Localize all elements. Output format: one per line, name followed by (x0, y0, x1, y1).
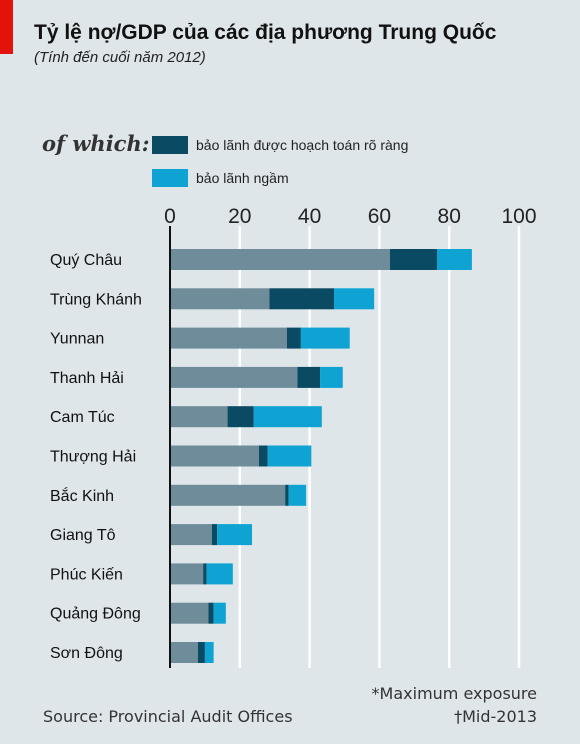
legend-item-explicit: bảo lãnh được hoạch toán rõ ràng (152, 135, 408, 155)
category-label: Trùng Khánh (50, 291, 142, 308)
legend-swatch-explicit (152, 136, 188, 154)
bar-segment (208, 602, 214, 624)
legend-prefix: of which: (42, 131, 150, 156)
bar-segment (170, 366, 298, 388)
bar-segment (217, 524, 253, 546)
bar-segment (170, 642, 198, 663)
bar-segment (170, 406, 228, 428)
x-tick-label: 60 (368, 205, 391, 228)
category-label: Bắc Kinh (50, 486, 114, 505)
bar-segment (297, 366, 321, 388)
bar-segment (170, 288, 270, 310)
bar-segment (320, 366, 343, 388)
bar-segment (170, 602, 209, 624)
bar-segment (285, 484, 289, 506)
bar-segment (253, 406, 322, 428)
red-corner-tag (0, 0, 13, 54)
bar-segment (203, 563, 207, 585)
category-label: Sơn Đông (50, 645, 123, 662)
legend-label-implicit: bảo lãnh ngầm (196, 170, 289, 186)
bar-segment (258, 445, 268, 467)
bar-segment (286, 327, 301, 349)
chart-title: Tỷ lệ nợ/GDP của các địa phương Trung Qu… (34, 21, 497, 44)
bar-segment (197, 642, 205, 663)
bar-segment (213, 602, 226, 624)
legend-label-explicit: bảo lãnh được hoạch toán rõ ràng (196, 137, 409, 153)
bar-segment (288, 484, 307, 506)
legend-swatch-implicit (152, 169, 188, 187)
chart-subtitle: (Tính đến cuối năm 2012) (34, 49, 206, 66)
bar-segment (269, 288, 335, 310)
bar-segment (170, 524, 212, 546)
category-label: Quý Châu (50, 252, 122, 269)
category-label: Giang Tô (50, 527, 116, 544)
bar-segment (204, 642, 214, 663)
x-tick-label: 20 (228, 205, 251, 228)
x-tick-label: 80 (438, 205, 461, 228)
bar-segment (170, 563, 204, 585)
category-label: Thượng Hải (50, 449, 136, 466)
category-label: Thanh Hải (50, 370, 124, 387)
bar-segment (211, 524, 218, 546)
bar-segment (267, 445, 312, 467)
category-label: Quảng Đông (50, 606, 141, 623)
category-label: Yunnan (50, 331, 104, 348)
bar-segment (170, 327, 287, 349)
footnote-mid-2013: †Mid-2013 (454, 707, 537, 726)
legend-item-implicit: bảo lãnh ngầm (152, 168, 289, 188)
bar-segment (170, 249, 390, 270)
bar-segment (206, 563, 233, 585)
footnote-maximum-exposure: *Maximum exposure (371, 684, 537, 703)
bar-segment (170, 445, 259, 467)
category-label: Cam Túc (50, 409, 115, 426)
x-tick-label: 0 (164, 205, 176, 228)
bar-segment (227, 406, 254, 428)
bar-segment (389, 249, 437, 270)
category-label: Phúc Kiến (50, 566, 123, 583)
x-tick-label: 100 (501, 205, 536, 228)
x-tick-label: 40 (298, 205, 321, 228)
source-note: Source: Provincial Audit Offices (43, 707, 293, 726)
bar-segment (334, 288, 375, 310)
bar-segment (300, 327, 350, 349)
bar-segment (170, 484, 286, 506)
bar-segment (436, 249, 472, 270)
